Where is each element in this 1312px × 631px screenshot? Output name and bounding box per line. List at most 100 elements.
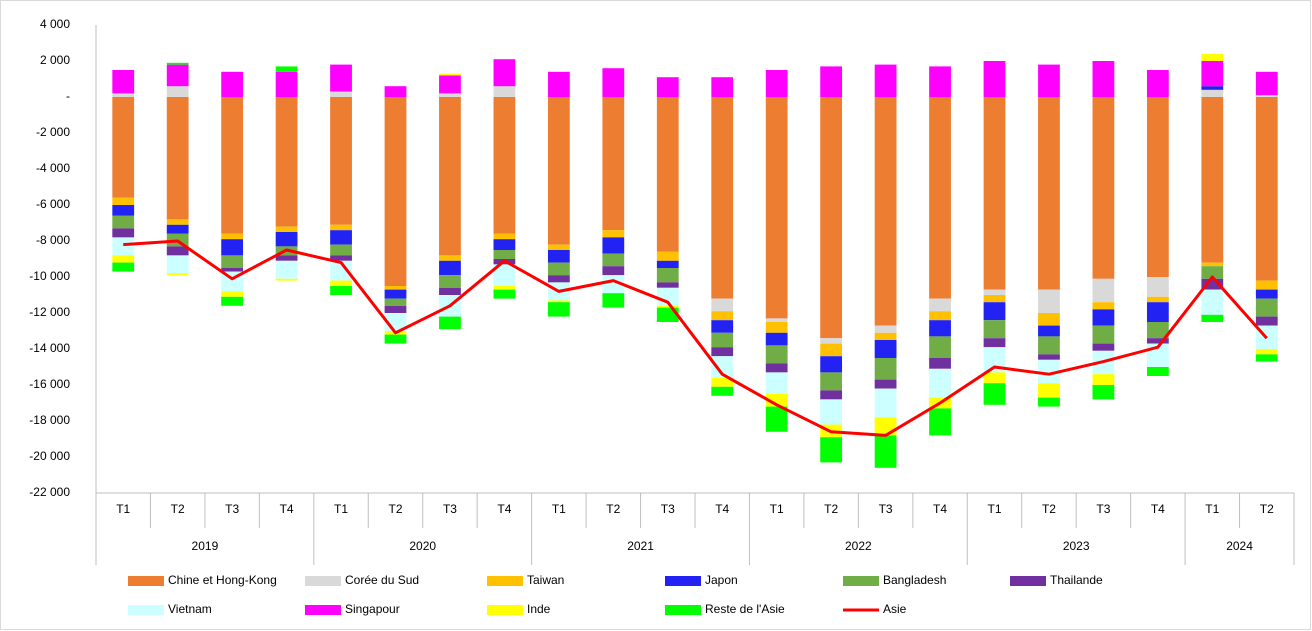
bar-segment: [166, 255, 189, 274]
bar-segment: [820, 66, 843, 97]
bar-segment: [711, 347, 734, 357]
bar-segment: [1201, 86, 1224, 90]
legend-swatch: [487, 605, 523, 615]
bar-segment: [874, 332, 897, 340]
bar-segment: [656, 77, 679, 97]
bar-segment: [1146, 322, 1169, 339]
bar-segment: [493, 233, 516, 240]
bar-segment: [983, 383, 1006, 405]
bar-segment: [1038, 336, 1060, 355]
bar-segment: [439, 287, 461, 295]
bar-segment: [602, 237, 625, 254]
bar-segment: [1255, 289, 1278, 299]
bar-segment: [602, 266, 625, 276]
x-tick-label: T3: [443, 502, 457, 516]
bar-segment: [1201, 61, 1224, 87]
bar-segment: [439, 255, 461, 261]
bar-segment: [112, 255, 135, 263]
legend-swatch: [665, 605, 701, 615]
x-tick-label: T2: [606, 502, 620, 516]
bar-segment: [166, 97, 189, 220]
bar-segment: [983, 97, 1006, 290]
bar-segment: [221, 71, 244, 97]
bar-segment: [384, 97, 407, 286]
bar-segment: [656, 307, 679, 322]
bar-segment: [330, 255, 352, 261]
bar-segment: [1255, 280, 1278, 290]
bar-segment: [1038, 325, 1060, 337]
bar-segment: [112, 237, 135, 256]
legend-swatch: [665, 576, 701, 586]
x-group-label: 2020: [409, 539, 436, 553]
bar-segment: [929, 336, 951, 358]
bar-segment: [1201, 289, 1224, 315]
x-tick-label: T1: [116, 502, 130, 516]
bar-segment: [1038, 97, 1060, 290]
bar-segment: [1038, 359, 1060, 384]
bar-segment: [1146, 367, 1169, 376]
x-group-label: 2023: [1063, 539, 1090, 553]
y-tick-label: -22 000: [29, 485, 70, 499]
bar-segment: [1092, 343, 1115, 351]
bar-segment: [384, 334, 407, 344]
x-tick-label: T3: [661, 502, 675, 516]
bar-segment: [493, 250, 516, 259]
bar-segment: [166, 273, 189, 276]
y-tick-label: -14 000: [29, 341, 70, 355]
bar-segment: [820, 338, 843, 344]
bar-segment: [1201, 278, 1224, 290]
bar-segment: [1201, 314, 1224, 322]
bar-segment: [221, 291, 244, 297]
x-tick-label: T1: [1205, 502, 1219, 516]
bar-segment: [275, 232, 298, 247]
y-tick-label: -12 000: [29, 305, 70, 319]
bar-segment: [1255, 354, 1278, 362]
bar-segment: [711, 77, 734, 97]
bar-segment: [711, 386, 734, 396]
bar-segment: [1146, 97, 1169, 277]
bar-segment: [602, 230, 625, 238]
bar-segment: [983, 347, 1006, 373]
bar-segment: [820, 437, 843, 463]
legend-label: Singapour: [345, 602, 400, 616]
bar-segment: [765, 318, 788, 322]
x-tick-label: T1: [987, 502, 1001, 516]
bar-segment: [439, 275, 461, 288]
bar-segment: [547, 244, 570, 250]
bar-segment: [112, 70, 135, 94]
legend-label: Vietnam: [168, 602, 212, 616]
bar-segment: [711, 356, 734, 378]
bar-segment: [275, 71, 298, 97]
bar-segment: [1092, 302, 1115, 310]
legend-label: Japon: [705, 573, 738, 587]
bar-segment: [1038, 397, 1060, 407]
bar-segment: [330, 230, 352, 245]
bar-segment: [765, 332, 788, 346]
bar-segment: [602, 253, 625, 267]
bar-segment: [384, 286, 407, 290]
bar-segment: [1092, 374, 1115, 385]
y-tick-label: -20 000: [29, 449, 70, 463]
bar-segment: [112, 197, 135, 205]
bar-segment: [1038, 313, 1060, 326]
bar-segment: [820, 97, 843, 339]
bar-segment: [166, 64, 189, 87]
bar-segment: [112, 262, 135, 272]
bar-segment: [874, 435, 897, 468]
bar-segment: [1201, 97, 1224, 263]
bar-segment: [1255, 97, 1278, 281]
bar-segment: [1092, 385, 1115, 400]
bar-segment: [765, 345, 788, 364]
y-tick-label: -10 000: [29, 269, 70, 283]
bar-segment: [112, 97, 135, 198]
x-tick-label: T2: [388, 502, 402, 516]
bar-segment: [874, 417, 897, 436]
bar-segment: [656, 251, 679, 261]
bar-segment: [602, 293, 625, 308]
x-tick-label: T3: [1096, 502, 1110, 516]
bar-segment: [112, 228, 135, 238]
bar-segment: [711, 311, 734, 321]
bar-segment: [929, 311, 951, 321]
x-tick-label: T4: [1151, 502, 1165, 516]
